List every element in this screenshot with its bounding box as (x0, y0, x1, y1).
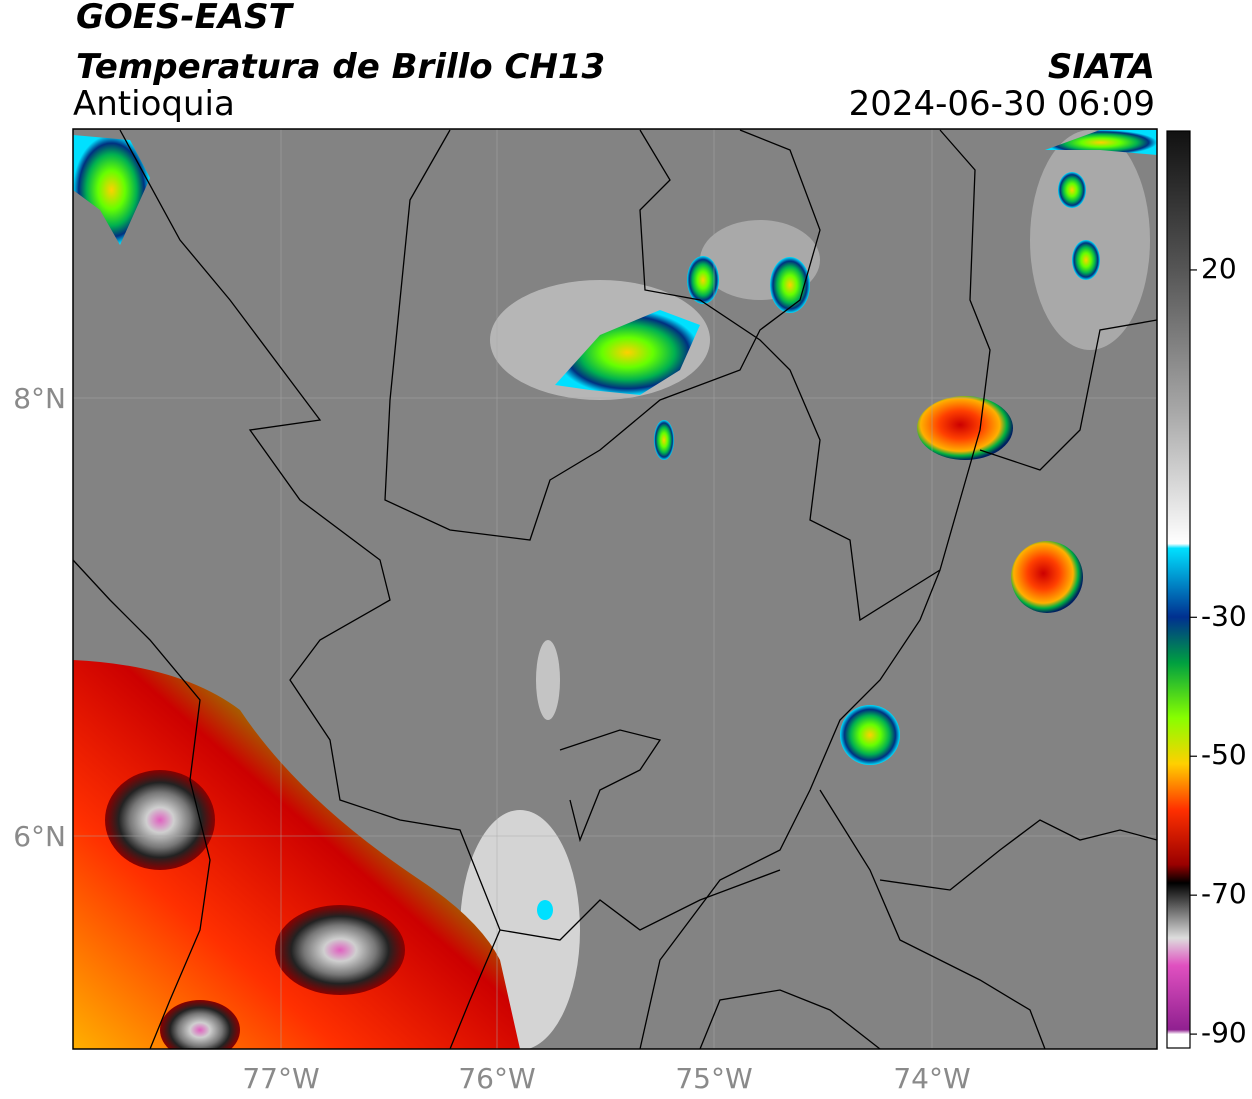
border (639, 129, 991, 622)
region: Antioquia (73, 84, 235, 124)
storm (1058, 172, 1086, 208)
border (73, 559, 211, 1049)
storm (1045, 130, 1157, 155)
storm (840, 705, 900, 765)
storm (1072, 240, 1100, 280)
storm (687, 256, 719, 304)
storm (1011, 541, 1083, 613)
border (559, 729, 662, 843)
storm-core (160, 1000, 240, 1049)
border (979, 319, 1157, 471)
storm (654, 420, 674, 460)
storm-core (105, 770, 215, 870)
storm-core (275, 905, 405, 995)
lat-label: 8°N (13, 382, 66, 415)
colorbar-tick-label: -90 (1201, 1016, 1247, 1049)
storm (73, 135, 150, 245)
border (499, 869, 781, 941)
lat-label: 6°N (13, 820, 66, 853)
cloud (1030, 130, 1150, 350)
map (73, 129, 1157, 1049)
border (384, 129, 821, 541)
storm (537, 900, 553, 920)
border (119, 129, 501, 1049)
source: SIATA (1048, 47, 1155, 87)
colorbar-tick-label: 20 (1201, 252, 1237, 285)
border (819, 789, 1046, 1049)
border (639, 569, 941, 1049)
lon-label: 75°W (675, 1062, 752, 1095)
datetime: 2024-06-30 06:09 (849, 84, 1155, 124)
lon-label: 74°W (893, 1062, 970, 1095)
storm-complex (73, 660, 520, 1049)
colorbar-tick-label: -70 (1201, 877, 1247, 910)
cloud (536, 640, 560, 720)
subtitle: Temperatura de Brillo CH13 (76, 47, 605, 87)
title: GOES-EAST (76, 0, 295, 37)
lon-label: 77°W (242, 1062, 319, 1095)
borders (73, 129, 1157, 1049)
border (879, 819, 1157, 891)
colorbar-tick-label: -50 (1201, 738, 1247, 771)
border (699, 989, 881, 1049)
lon-label: 76°W (458, 1062, 535, 1095)
storm (555, 310, 700, 395)
colorbar-tick-label: -30 (1201, 599, 1247, 632)
colorbar (1166, 130, 1191, 1049)
map-frame (72, 128, 1158, 1050)
storm (917, 396, 1013, 460)
